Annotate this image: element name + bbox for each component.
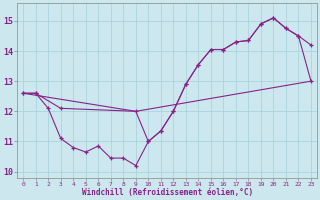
X-axis label: Windchill (Refroidissement éolien,°C): Windchill (Refroidissement éolien,°C) — [82, 188, 253, 197]
